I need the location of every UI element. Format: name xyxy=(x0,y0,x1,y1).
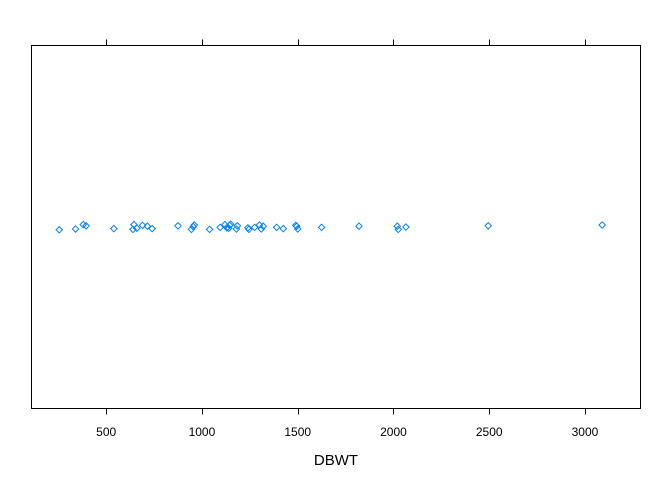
x-tick-label: 1500 xyxy=(284,425,311,439)
data-point xyxy=(55,225,64,234)
data-point xyxy=(187,225,196,234)
data-point xyxy=(484,221,493,230)
data-point xyxy=(293,225,302,233)
data-point xyxy=(598,221,607,229)
bottom-axis-ticks xyxy=(106,408,586,415)
data-point xyxy=(190,221,199,229)
x-tick-label: 500 xyxy=(96,425,116,439)
data-point xyxy=(226,220,235,229)
data-point xyxy=(79,220,88,229)
data-point xyxy=(174,221,182,230)
data-point xyxy=(205,225,214,234)
data-point xyxy=(279,224,288,233)
data-point xyxy=(317,223,326,232)
data-point xyxy=(109,224,118,233)
data-point xyxy=(272,223,281,232)
data-point xyxy=(259,222,268,231)
data-point xyxy=(216,223,225,232)
data-point xyxy=(71,225,80,233)
data-point xyxy=(82,221,90,230)
data-point xyxy=(232,225,241,233)
data-point xyxy=(250,223,259,232)
x-axis-tick-labels: 500 1000 1500 2000 2500 3000 xyxy=(96,425,598,439)
data-point xyxy=(148,224,157,233)
x-tick-label: 2000 xyxy=(380,425,407,439)
x-tick-label: 3000 xyxy=(572,425,599,439)
data-point xyxy=(221,220,229,229)
x-axis-title: DBWT xyxy=(314,452,358,469)
data-points xyxy=(55,220,607,234)
data-point xyxy=(401,223,410,231)
data-point xyxy=(129,225,137,234)
data-point xyxy=(138,221,147,230)
data-point xyxy=(244,225,253,234)
data-point xyxy=(143,222,152,231)
top-axis-ticks xyxy=(106,39,586,46)
data-point xyxy=(355,222,363,231)
data-point xyxy=(132,224,141,233)
data-point xyxy=(393,222,402,231)
x-tick-label: 2500 xyxy=(476,425,503,439)
plot-frame xyxy=(31,45,641,409)
x-tick-label: 1000 xyxy=(189,425,216,439)
data-point xyxy=(233,221,242,230)
data-point xyxy=(257,225,266,233)
data-point xyxy=(222,223,231,232)
data-point xyxy=(292,222,301,231)
data-point xyxy=(394,225,403,234)
